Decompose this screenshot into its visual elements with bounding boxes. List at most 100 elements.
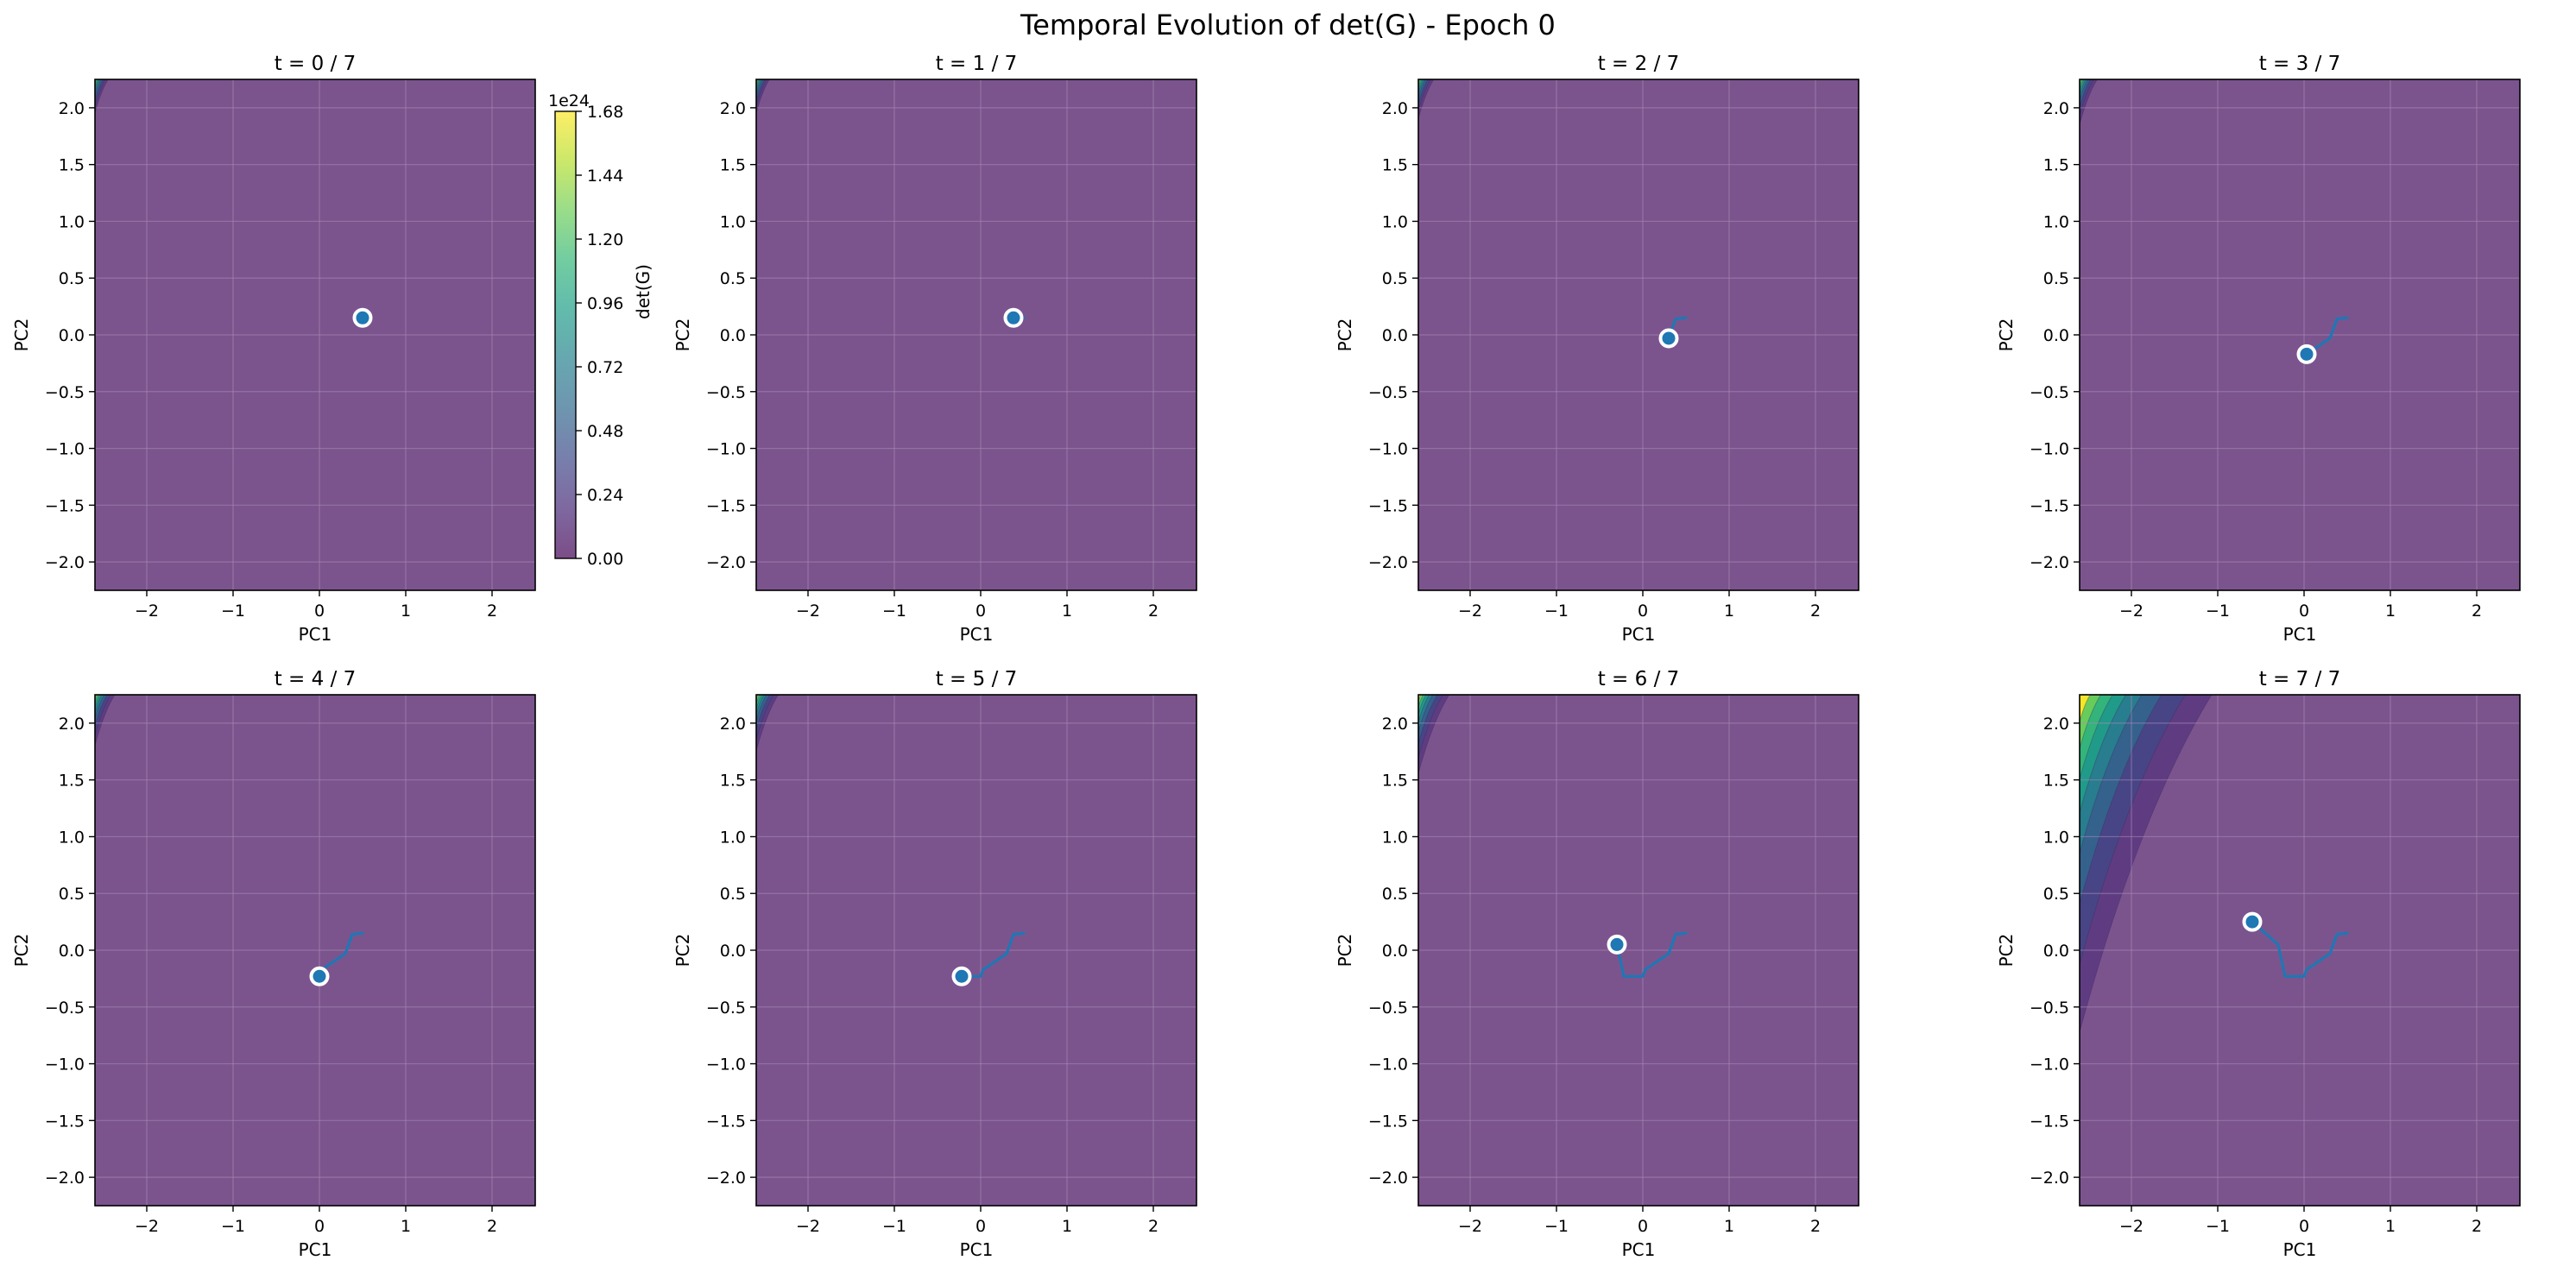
subplot-title: t = 3 / 7 bbox=[2259, 53, 2341, 75]
current-point-marker bbox=[309, 966, 330, 986]
y-tick-label: 1.0 bbox=[720, 212, 746, 231]
y-tick-label: −1.5 bbox=[1368, 1112, 1408, 1131]
colorbar-offset-text: 1e24 bbox=[548, 91, 590, 110]
subplot-title: t = 4 / 7 bbox=[275, 668, 357, 690]
y-tick-label: −1.0 bbox=[1368, 1056, 1408, 1074]
y-tick-label: −1.0 bbox=[1368, 440, 1408, 459]
x-tick-label: 2 bbox=[487, 1217, 497, 1236]
y-tick-label: 1.5 bbox=[1382, 772, 1408, 791]
grid bbox=[2080, 79, 2520, 590]
x-axis-label: PC1 bbox=[960, 624, 994, 645]
y-tick-label: 0.0 bbox=[1382, 942, 1408, 961]
y-tick-label: −1.5 bbox=[2030, 1112, 2069, 1131]
x-axis-label: PC1 bbox=[299, 624, 332, 645]
colorbar-tick-label: 0.72 bbox=[587, 358, 623, 377]
x-tick-label: 1 bbox=[1724, 1217, 1734, 1236]
x-tick-label: 2 bbox=[2472, 602, 2482, 621]
y-tick-label: 0.5 bbox=[2043, 885, 2069, 904]
subplot-6: −2 −1 0 1 2 −2.0 −1.5 −1.0 −0.5 0.0 0.5 1.0 1.5 2.0 t … bbox=[1335, 668, 1859, 1260]
colorbar-tick-label: 1.44 bbox=[587, 167, 623, 186]
current-point-marker bbox=[2242, 911, 2263, 932]
y-tick-label: −1.5 bbox=[706, 496, 746, 515]
y-tick-label: 0.0 bbox=[720, 942, 746, 961]
y-tick-label: 2.0 bbox=[2043, 715, 2069, 734]
x-tick-label: 2 bbox=[1810, 1217, 1821, 1236]
x-tick-label: 2 bbox=[1148, 602, 1159, 621]
x-axis-label: PC1 bbox=[1622, 624, 1656, 645]
figure-title: Temporal Evolution of det(G) - Epoch 0 bbox=[1020, 9, 1556, 41]
y-tick-label: −2.0 bbox=[1368, 553, 1408, 572]
colorbar-tick-label: 0.24 bbox=[587, 486, 623, 505]
y-axis-label: PC2 bbox=[1335, 934, 1355, 967]
x-tick-label: 0 bbox=[2299, 602, 2309, 621]
colorbar-tick-label: 0.96 bbox=[587, 294, 623, 313]
current-point-marker bbox=[1003, 307, 1024, 328]
grid bbox=[1418, 79, 1859, 590]
y-tick-label: −0.5 bbox=[2030, 383, 2069, 402]
colorbar-tick-label: 0.00 bbox=[587, 550, 623, 569]
subplot-5: −2 −1 0 1 2 −2.0 −1.5 −1.0 −0.5 0.0 0.5 1.0 1.5 2.0 t … bbox=[672, 668, 1197, 1260]
colorbar-frame bbox=[554, 110, 577, 559]
x-tick-label: 2 bbox=[2472, 1217, 2482, 1236]
y-tick-label: 1.0 bbox=[59, 828, 85, 847]
y-tick-label: 2.0 bbox=[2043, 99, 2069, 118]
y-tick-label: 1.0 bbox=[1382, 212, 1408, 231]
y-tick-label: 0.0 bbox=[1382, 326, 1408, 345]
colorbar-gradient bbox=[555, 111, 576, 558]
x-tick-label: 1 bbox=[1724, 602, 1734, 621]
x-axis-label: PC1 bbox=[2283, 624, 2317, 645]
y-tick-label: −1.5 bbox=[45, 1112, 85, 1131]
y-tick-label: −0.5 bbox=[706, 383, 746, 402]
current-point-marker bbox=[352, 307, 373, 328]
y-tick-label: 1.0 bbox=[720, 828, 746, 847]
y-tick-label: −1.5 bbox=[45, 496, 85, 515]
y-tick-label: 0.0 bbox=[2043, 942, 2069, 961]
y-tick-label: 0.5 bbox=[59, 885, 85, 904]
x-tick-label: 1 bbox=[401, 602, 411, 621]
y-tick-label: 2.0 bbox=[720, 715, 746, 734]
trajectory-line bbox=[2305, 316, 2349, 356]
y-tick-label: 1.5 bbox=[59, 156, 85, 175]
y-tick-label: −2.0 bbox=[2030, 1169, 2069, 1188]
grid bbox=[95, 695, 535, 1206]
x-tick-label: 1 bbox=[1062, 1217, 1072, 1236]
y-tick-label: −2.0 bbox=[45, 1169, 85, 1188]
y-tick-label: −1.5 bbox=[1368, 496, 1408, 515]
y-tick-label: 2.0 bbox=[59, 99, 85, 118]
y-tick-label: 0.5 bbox=[2043, 269, 2069, 288]
y-tick-label: 2.0 bbox=[720, 99, 746, 118]
x-tick-label: −1 bbox=[882, 1217, 906, 1236]
x-tick-label: 0 bbox=[1638, 602, 1648, 621]
colorbar-tick-label: 1.20 bbox=[587, 230, 623, 249]
current-point-marker bbox=[1607, 934, 1627, 955]
x-tick-label: −1 bbox=[882, 602, 906, 621]
y-tick-label: 2.0 bbox=[1382, 715, 1408, 734]
y-tick-label: −2.0 bbox=[1368, 1169, 1408, 1188]
y-tick-label: 2.0 bbox=[59, 715, 85, 734]
current-point-marker bbox=[1658, 328, 1679, 349]
y-tick-label: 0.0 bbox=[720, 326, 746, 345]
grid bbox=[2080, 695, 2520, 1206]
x-axis-label: PC1 bbox=[960, 1239, 994, 1260]
y-tick-label: 0.5 bbox=[720, 885, 746, 904]
x-tick-label: −1 bbox=[1544, 602, 1569, 621]
x-tick-label: 0 bbox=[975, 1217, 986, 1236]
subplot-title: t = 1 / 7 bbox=[936, 53, 1018, 75]
x-tick-label: −2 bbox=[1458, 602, 1482, 621]
x-tick-label: 1 bbox=[1062, 602, 1072, 621]
y-axis-label: PC2 bbox=[1335, 318, 1355, 352]
x-tick-label: −2 bbox=[1458, 1217, 1482, 1236]
y-tick-label: 1.5 bbox=[720, 156, 746, 175]
x-tick-label: −1 bbox=[1544, 1217, 1569, 1236]
x-tick-label: 2 bbox=[1148, 1217, 1159, 1236]
y-tick-label: 1.5 bbox=[720, 772, 746, 791]
y-tick-label: −0.5 bbox=[45, 383, 85, 402]
x-axis-label: PC1 bbox=[2283, 1239, 2317, 1260]
subplot-1: −2 −1 0 1 2 −2.0 −1.5 −1.0 −0.5 0.0 0.5 1.0 1.5 2.0 t … bbox=[672, 53, 1197, 645]
y-axis-label: PC2 bbox=[1996, 934, 2017, 967]
x-tick-label: −2 bbox=[796, 602, 820, 621]
y-tick-label: 1.5 bbox=[1382, 156, 1408, 175]
y-tick-label: 0.5 bbox=[1382, 885, 1408, 904]
x-tick-label: 2 bbox=[1810, 602, 1821, 621]
